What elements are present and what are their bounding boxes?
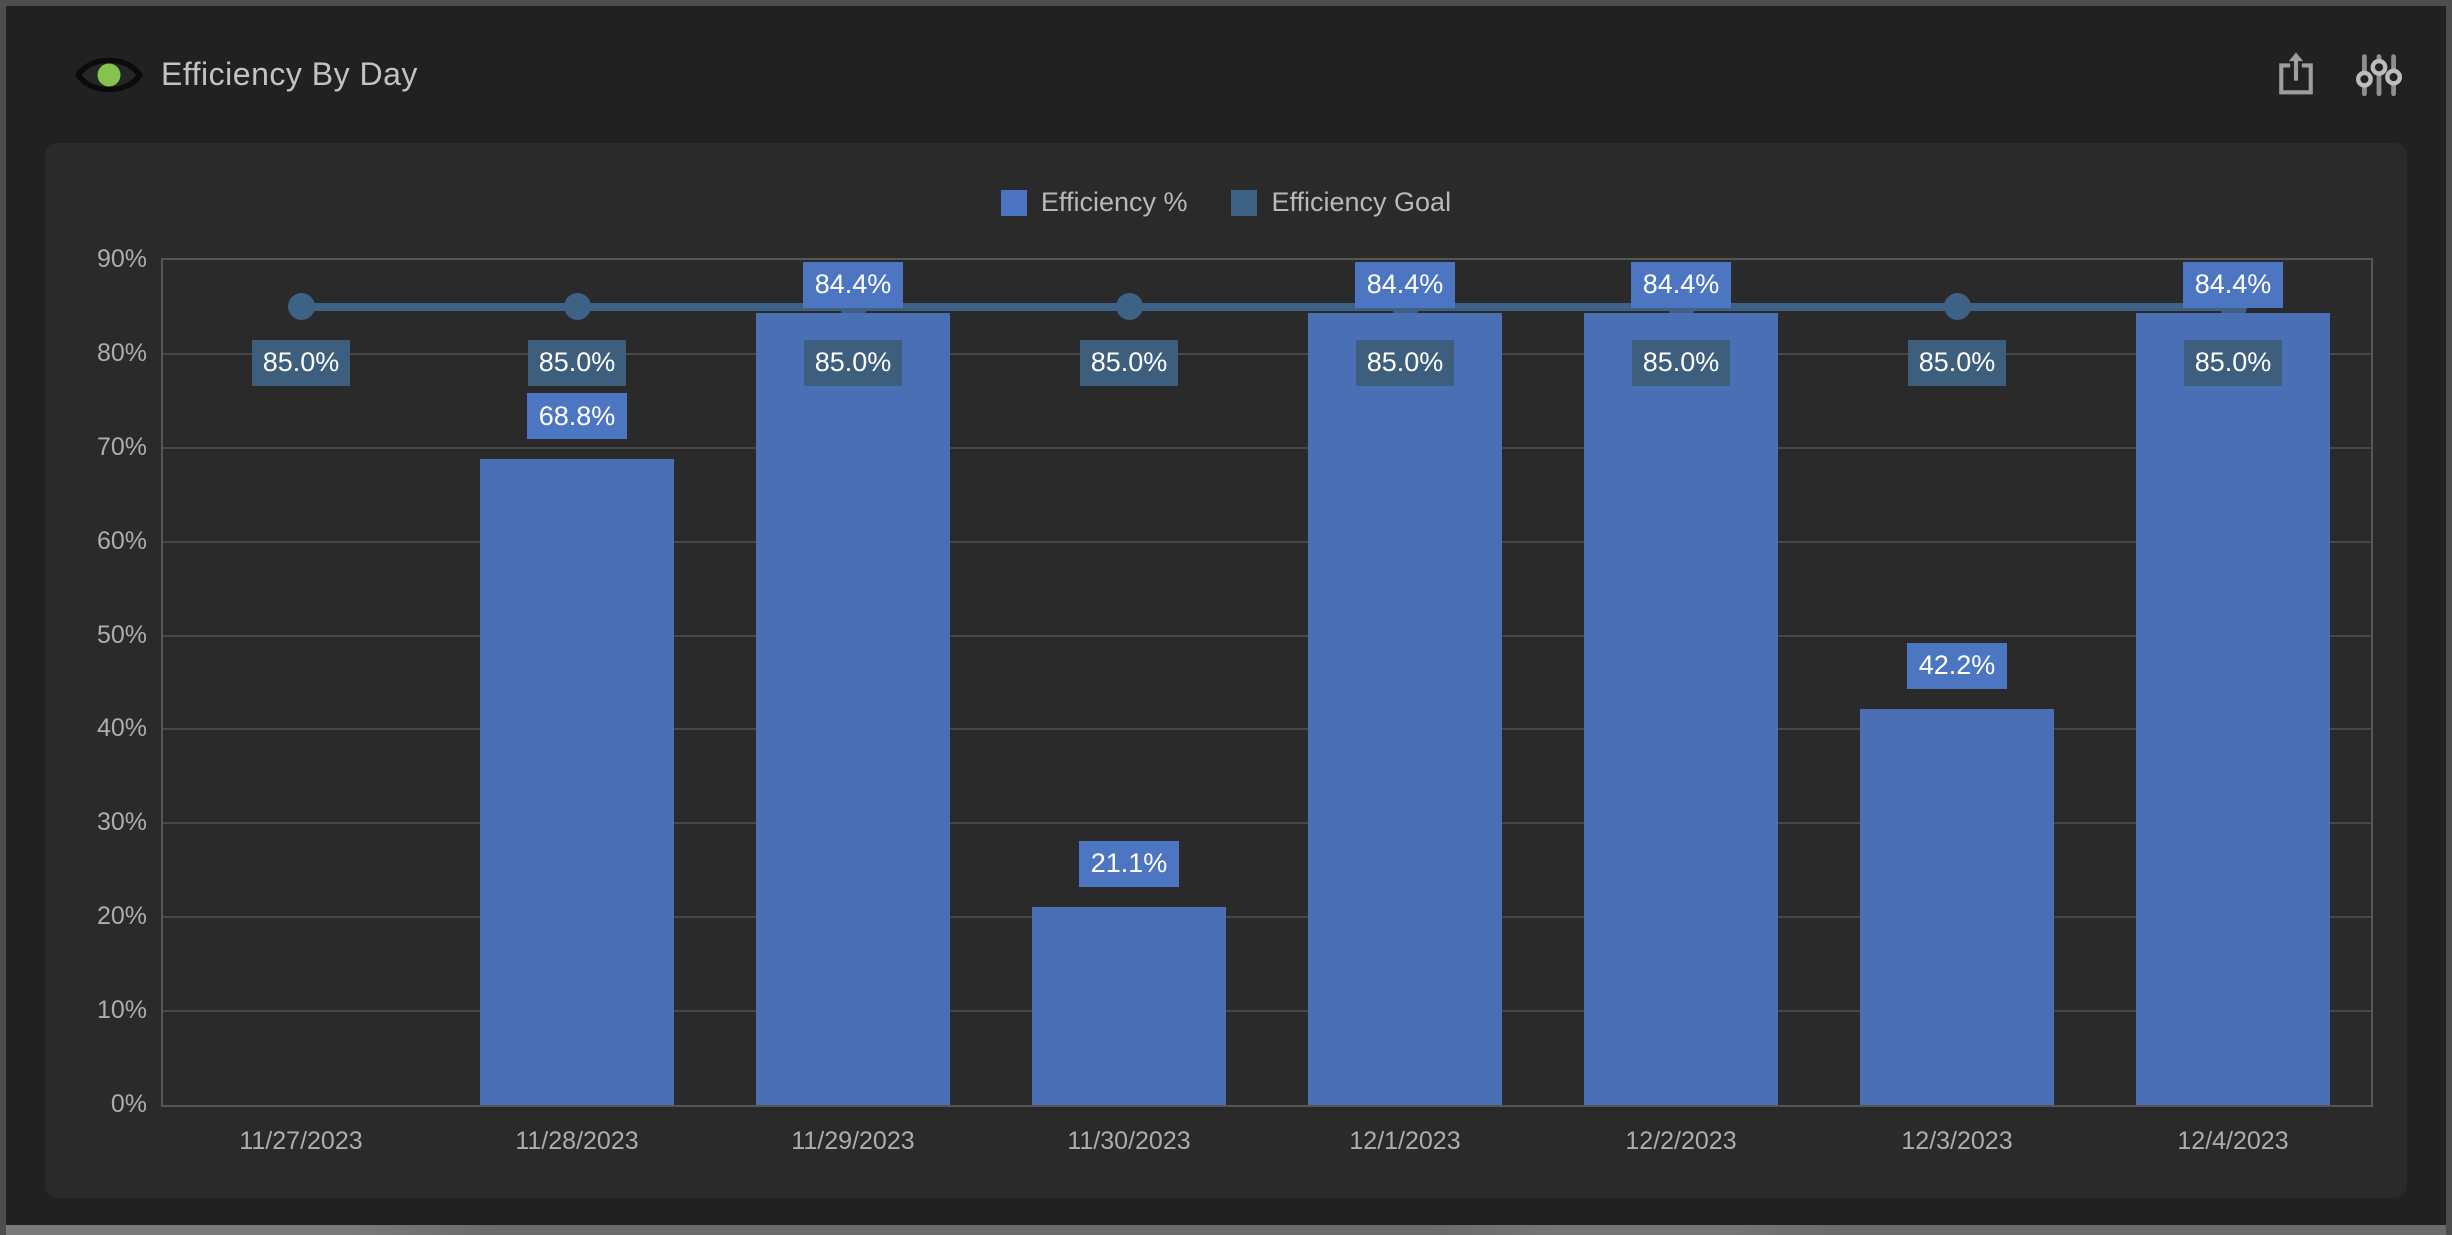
x-axis-tick-label: 12/4/2023 — [2177, 1127, 2289, 1155]
gridline — [163, 352, 2371, 355]
y-axis-tick-label: 0% — [110, 1090, 147, 1118]
x-axis-tick-label: 11/29/2023 — [791, 1127, 915, 1155]
bar-value-label: 84.4% — [2183, 261, 2283, 308]
y-axis-tick-label: 10% — [96, 996, 147, 1025]
y-axis-tick-label: 80% — [96, 338, 147, 367]
gridline — [163, 916, 2371, 919]
goal-value-label: 85.0% — [528, 339, 626, 386]
goal-marker — [1943, 293, 1971, 321]
y-axis-tick-label: 30% — [96, 808, 147, 837]
goal-marker — [1115, 293, 1143, 321]
legend-label: Efficiency Goal — [1271, 187, 1452, 217]
goal-value-label: 85.0% — [804, 339, 902, 386]
gridline — [163, 446, 2371, 449]
export-button[interactable] — [2266, 45, 2326, 105]
page-bottom-strip — [6, 1225, 2446, 1235]
y-axis-tick-label: 90% — [96, 245, 147, 273]
legend-label: Efficiency % — [1040, 187, 1188, 217]
goal-marker — [563, 293, 591, 321]
eye-logo-icon — [75, 57, 143, 92]
legend-swatch — [1000, 189, 1027, 216]
chart-settings-button[interactable] — [2350, 45, 2408, 105]
bar-value-label: 42.2% — [1907, 642, 2007, 689]
widget-title: Efficiency By Day — [161, 56, 418, 92]
bar[interactable] — [1860, 708, 2054, 1105]
y-axis-tick-label: 50% — [96, 620, 147, 649]
titlebar-actions — [2266, 6, 2408, 143]
bar[interactable] — [2136, 312, 2330, 1105]
bar-value-label: 84.4% — [1631, 261, 1731, 308]
widget-titlebar: Efficiency By Day — [6, 6, 2446, 143]
goal-value-label: 85.0% — [252, 339, 350, 386]
legend-swatch — [1231, 189, 1258, 216]
x-axis-tick-label: 12/3/2023 — [1901, 1127, 2013, 1155]
bar[interactable] — [480, 459, 674, 1105]
bar[interactable] — [1308, 312, 1502, 1105]
chart-panel: Efficiency % Efficiency Goal 0% 10% 20% 30% 4… — [45, 143, 2407, 1198]
chart-legend: Efficiency % Efficiency Goal — [45, 187, 2407, 218]
x-axis-tick-label: 12/1/2023 — [1349, 1127, 1461, 1155]
gridline — [163, 634, 2371, 637]
bar[interactable] — [1584, 312, 1778, 1105]
gridline — [163, 728, 2371, 731]
goal-marker — [287, 293, 315, 321]
bar[interactable] — [1032, 906, 1226, 1105]
goal-line — [301, 302, 2233, 311]
gridline — [163, 1010, 2371, 1013]
x-axis-tick-label: 11/30/2023 — [1067, 1127, 1191, 1155]
y-axis-tick-label: 70% — [96, 432, 147, 461]
bar-value-label: 21.1% — [1079, 840, 1179, 887]
goal-value-label: 85.0% — [1356, 339, 1454, 386]
gridline — [163, 540, 2371, 543]
y-axis-tick-label: 60% — [96, 526, 147, 555]
goal-value-label: 85.0% — [1908, 339, 2006, 386]
x-axis-tick-label: 12/2/2023 — [1625, 1127, 1737, 1155]
goal-value-label: 85.0% — [1080, 339, 1178, 386]
legend-item-0[interactable]: Efficiency % — [1000, 187, 1188, 218]
goal-value-label: 85.0% — [2184, 339, 2282, 386]
bar[interactable] — [756, 312, 950, 1105]
sliders-icon — [2355, 53, 2403, 96]
chart-plot: 0% 10% 20% 30% 40% 50% 60% 70% 80% 90% 11/27/2023 1… — [97, 245, 2373, 1155]
gridline — [163, 822, 2371, 825]
bar-value-label: 68.8% — [527, 393, 627, 440]
legend-item-1[interactable]: Efficiency Goal — [1231, 187, 1451, 218]
y-axis-tick-label: 20% — [96, 902, 147, 931]
share-export-icon — [2279, 51, 2313, 94]
goal-value-label: 85.0% — [1632, 339, 1730, 386]
x-axis-tick-label: 11/28/2023 — [515, 1127, 639, 1155]
bar-value-label: 84.4% — [1355, 261, 1455, 308]
bar-value-label: 84.4% — [803, 261, 903, 308]
x-axis-tick-label: 11/27/2023 — [239, 1127, 363, 1155]
y-axis-tick-label: 40% — [96, 714, 147, 743]
